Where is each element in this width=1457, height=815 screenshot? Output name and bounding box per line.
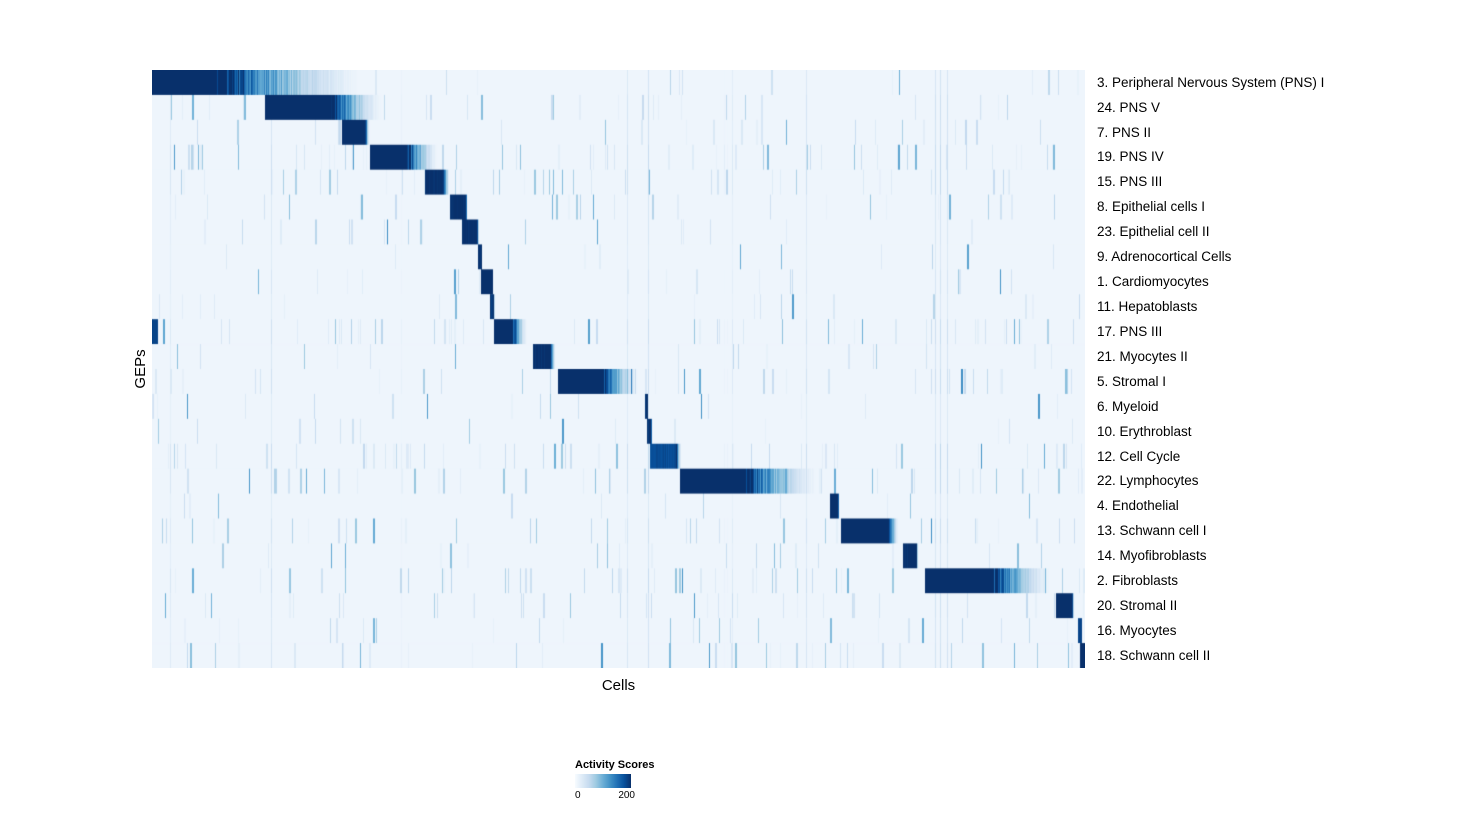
row-labels: 3. Peripheral Nervous System (PNS) I 24.… xyxy=(1097,70,1457,668)
row-label: 22. Lymphocytes xyxy=(1097,473,1199,489)
row-label: 8. Epithelial cells I xyxy=(1097,199,1206,215)
row-label: 17. PNS III xyxy=(1097,323,1163,339)
row-label: 1. Cardiomyocytes xyxy=(1097,274,1209,290)
colorbar-ticks: 0 200 xyxy=(575,790,635,801)
row-label: 13. Schwann cell I xyxy=(1097,523,1207,539)
colorbar-min-label: 0 xyxy=(575,790,581,801)
row-label: 15. PNS III xyxy=(1097,174,1163,190)
colorbar-max-label: 200 xyxy=(618,790,635,801)
row-label: 19. PNS IV xyxy=(1097,149,1164,165)
heatmap-canvas xyxy=(152,70,1085,668)
row-label: 3. Peripheral Nervous System (PNS) I xyxy=(1097,74,1325,90)
row-label: 7. PNS II xyxy=(1097,124,1152,140)
row-label: 9. Adrenocortical Cells xyxy=(1097,249,1232,265)
x-axis-label: Cells xyxy=(601,677,636,694)
row-label: 10. Erythroblast xyxy=(1097,423,1192,439)
legend-title: Activity Scores xyxy=(575,759,655,771)
row-label: 6. Myeloid xyxy=(1097,398,1159,414)
row-label: 21. Myocytes II xyxy=(1097,348,1188,364)
row-label: 5. Stromal I xyxy=(1097,373,1167,389)
row-label: 18. Schwann cell II xyxy=(1097,647,1211,663)
row-label: 14. Myofibroblasts xyxy=(1097,548,1207,564)
row-label: 12. Cell Cycle xyxy=(1097,448,1181,464)
row-label: 20. Stromal II xyxy=(1097,598,1178,614)
row-label: 2. Fibroblasts xyxy=(1097,573,1179,589)
colorbar-legend: Activity Scores 0 200 xyxy=(575,759,715,801)
row-label: 23. Epithelial cell II xyxy=(1097,224,1210,240)
colorbar-gradient xyxy=(575,774,631,788)
row-label: 24. PNS V xyxy=(1097,99,1161,115)
row-label: 16. Myocytes xyxy=(1097,622,1177,638)
row-label: 11. Hepatoblasts xyxy=(1097,299,1198,314)
row-label: 4. Endothelial xyxy=(1097,498,1179,514)
